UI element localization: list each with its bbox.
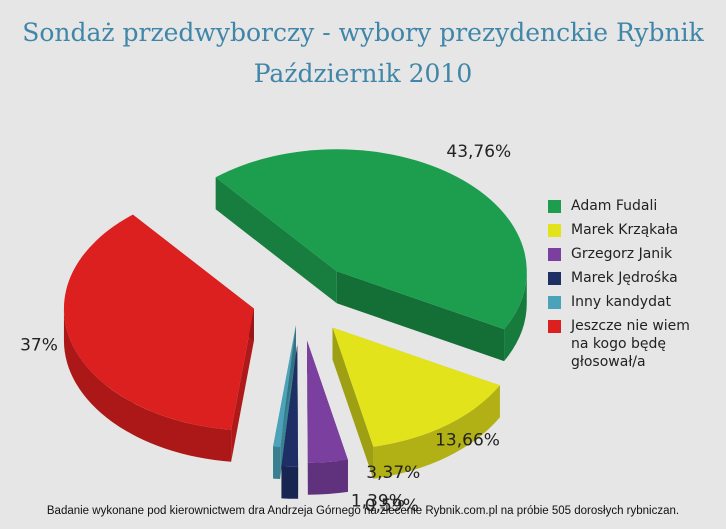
pie-slice-1 [215, 149, 527, 362]
legend-item-4: Marek Jędrośka [548, 269, 691, 287]
pie-slice-top [215, 149, 527, 330]
pie-slice-side [281, 466, 299, 499]
legend-item-2: Marek Krząkała [548, 221, 691, 239]
legend-label: Adam Fudali [571, 198, 658, 214]
pie-slice-wall [336, 271, 505, 362]
legend-item-1: Adam Fudali [548, 197, 691, 215]
data-label-5: 0,59% [365, 496, 419, 516]
legend-label: Grzegorz Janik [571, 246, 673, 262]
legend-swatch [548, 224, 561, 237]
pie-slice-top [63, 214, 254, 430]
pie-slice-2 [332, 327, 500, 479]
data-label-2: 13,66% [435, 431, 500, 451]
legend-label: Marek Krząkała [571, 222, 679, 238]
pie-slice-wall [231, 308, 254, 462]
pie-slice-top [332, 327, 500, 447]
pie-slice-side [307, 459, 348, 495]
chart-subtitle: Październik 2010 [253, 59, 473, 88]
legend-label: Marek Jędrośka [571, 270, 678, 286]
pie-slice-4 [281, 344, 299, 499]
pie-slice-side [273, 446, 281, 480]
pie-slice-wall [332, 327, 374, 479]
pie-slice-top [281, 344, 299, 467]
legend-label: Jeszcze nie wiem na kogo będę głosował/a [571, 318, 690, 370]
pie-slice-6 [63, 214, 254, 462]
legend-item-3: Grzegorz Janik [548, 245, 691, 263]
legend-swatch [548, 248, 561, 261]
pie-slice-side [373, 385, 500, 479]
legend-label: Inny kandydat [571, 294, 672, 310]
data-label-6: 37% [20, 335, 58, 355]
legend-swatch [548, 200, 561, 213]
legend-swatch [548, 320, 561, 333]
pie-slice-top [273, 325, 296, 448]
data-label-3: 3,37% [366, 463, 420, 483]
pie-slice-wall [215, 177, 337, 304]
data-label-1: 43,76% [446, 142, 511, 162]
chart-legend: Adam Fudali Marek Krząkała Grzegorz Janik M… [548, 197, 691, 377]
pie-slice-wall [307, 340, 308, 495]
legend-item-6: Jeszcze nie wiem na kogo będę głosował/a [548, 317, 691, 371]
legend-swatch [548, 272, 561, 285]
pie-slice-top [307, 340, 348, 463]
pie-slice-side [504, 271, 527, 362]
pie-slice-5 [273, 325, 296, 480]
pie-slice-3 [307, 340, 348, 495]
footer-note: Badanie wykonane pod kierownictwem dra A… [46, 505, 680, 517]
legend-item-5: Inny kandydat [548, 293, 691, 311]
data-label-4: 1,39% [351, 492, 405, 512]
pie-slice-side [63, 308, 232, 462]
legend-swatch [548, 296, 561, 309]
chart-title: Sondaż przedwyborczy - wybory prezydenck… [22, 18, 704, 47]
